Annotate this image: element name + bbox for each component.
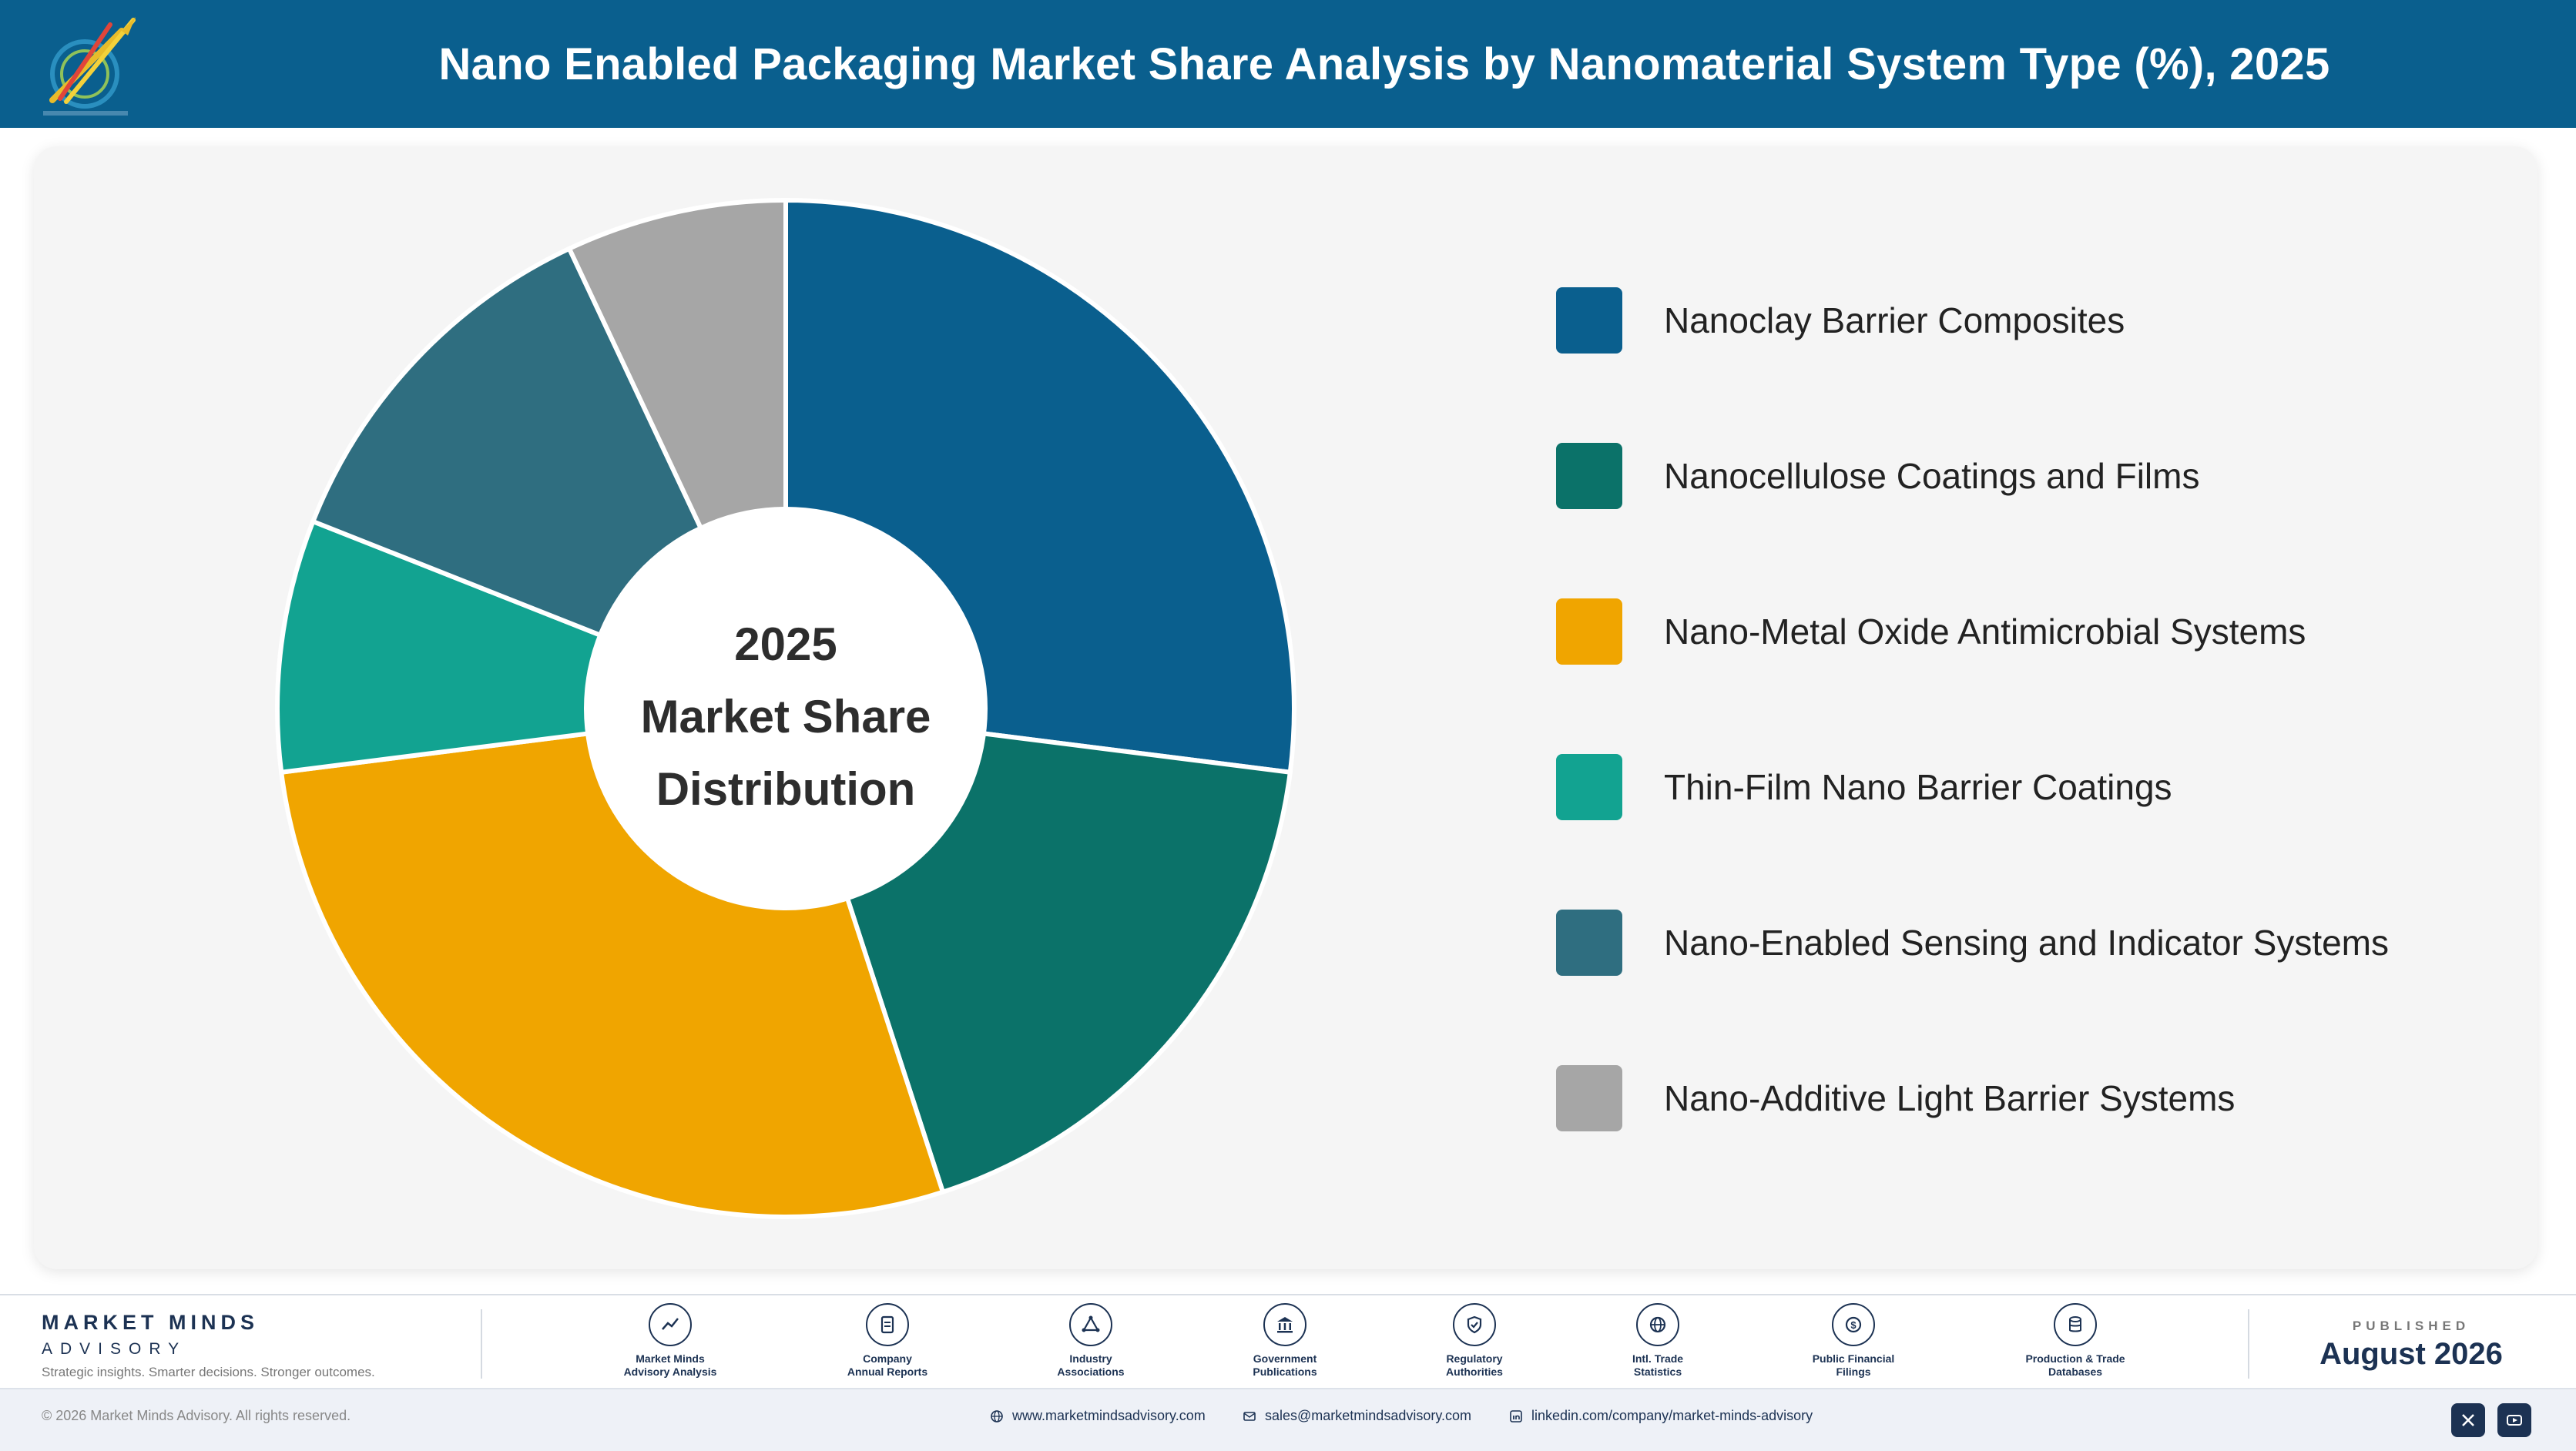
source-label-line2: Advisory Analysis	[623, 1366, 717, 1378]
document-icon	[866, 1303, 909, 1346]
source-market-minds: Market Minds Advisory Analysis	[585, 1303, 755, 1379]
source-label-line2: Authorities	[1446, 1366, 1503, 1378]
x-social-button[interactable]	[2451, 1403, 2485, 1437]
page-title: Nano Enabled Packaging Market Share Anal…	[438, 39, 2330, 89]
linkedin-text: linkedin.com/company/market-minds-adviso…	[1531, 1408, 1813, 1423]
source-label-line1: Government	[1253, 1352, 1317, 1365]
source-label-line1: Market Minds	[636, 1352, 705, 1365]
source-label-line1: Production & Trade	[2025, 1352, 2125, 1365]
source-label-line2: Publications	[1253, 1366, 1317, 1378]
source-label-line2: Annual Reports	[847, 1366, 928, 1378]
network-icon	[1069, 1303, 1112, 1346]
source-label-line2: Statistics	[1633, 1366, 1682, 1378]
header-bar: Nano Enabled Packaging Market Share Anal…	[0, 0, 2576, 128]
published-label: PUBLISHED	[2352, 1319, 2470, 1333]
legend-swatch	[1556, 1065, 1622, 1131]
legend-swatch	[1556, 443, 1622, 509]
center-label-line-3: Distribution	[656, 763, 916, 815]
email-link[interactable]: sales@marketmindsadvisory.com	[1242, 1408, 1471, 1424]
brand-subtitle: ADVISORY	[42, 1340, 187, 1358]
brand-tagline: Strategic insights. Smarter decisions. S…	[42, 1365, 375, 1379]
source-trade-databases: Production & Trade Databases	[1991, 1303, 2160, 1379]
source-label-line1: Intl. Trade	[1632, 1352, 1684, 1365]
source-label-line1: Company	[863, 1352, 912, 1365]
copyright-text: © 2026 Market Minds Advisory. All rights…	[42, 1408, 351, 1423]
email-text: sales@marketmindsadvisory.com	[1265, 1408, 1472, 1423]
legend-swatch	[1556, 910, 1622, 976]
source-label-line2: Filings	[1836, 1366, 1871, 1378]
legend-label: Nano-Enabled Sensing and Indicator Syste…	[1664, 923, 2390, 963]
footer-divider	[2248, 1309, 2249, 1379]
center-label-line-2: Market Share	[640, 691, 931, 742]
globe-icon	[1636, 1303, 1679, 1346]
source-regulatory-authorities: Regulatory Authorities	[1390, 1303, 1559, 1379]
legend-label: Nano-Metal Oxide Antimicrobial Systems	[1664, 612, 2306, 652]
source-company-reports: Company Annual Reports	[803, 1303, 972, 1379]
linkedin-link[interactable]: linkedin.com/company/market-minds-adviso…	[1508, 1408, 1813, 1424]
donut-center-label: 2025 Market Share Distribution	[593, 608, 978, 826]
donut-center-hole	[584, 507, 988, 910]
legend-label: Nano-Additive Light Barrier Systems	[1664, 1078, 2236, 1118]
legend-item: Nano-Metal Oxide Antimicrobial Systems	[1556, 598, 2306, 665]
legend-swatch	[1556, 754, 1622, 820]
globe-icon	[991, 1409, 1003, 1423]
website-link[interactable]: www.marketmindsadvisory.com	[989, 1408, 1206, 1424]
company-logo	[43, 17, 136, 116]
legend-item: Thin-Film Nano Barrier Coatings	[1556, 753, 2172, 821]
government-building-icon	[1263, 1303, 1306, 1346]
source-label-line1: Public Financial	[1812, 1352, 1895, 1365]
source-industry-associations: Industry Associations	[1006, 1303, 1176, 1379]
website-text: www.marketmindsadvisory.com	[1012, 1408, 1206, 1423]
published-date: August 2026	[2319, 1337, 2503, 1371]
youtube-social-button[interactable]	[2497, 1403, 2531, 1437]
svg-text:$: $	[1850, 1319, 1857, 1331]
brand-name: MARKET MINDS	[42, 1311, 259, 1334]
linkedin-icon	[1510, 1409, 1522, 1423]
legend-swatch	[1556, 287, 1622, 354]
source-label-line1: Regulatory	[1446, 1352, 1503, 1365]
source-trade-statistics: Intl. Trade Statistics	[1573, 1303, 1742, 1379]
bottom-bar: © 2026 Market Minds Advisory. All rights…	[0, 1388, 2576, 1451]
source-government-publications: Government Publications	[1200, 1303, 1370, 1379]
legend-swatch	[1556, 598, 1622, 665]
source-label-line2: Databases	[2048, 1366, 2103, 1378]
x-logo-icon	[2462, 1414, 2474, 1426]
center-label-line-1: 2025	[734, 618, 837, 670]
source-label-line2: Associations	[1057, 1366, 1125, 1378]
currency-icon: $	[1832, 1303, 1875, 1346]
legend-label: Nanoclay Barrier Composites	[1664, 300, 2125, 340]
database-icon	[2054, 1303, 2097, 1346]
footer-divider	[481, 1309, 482, 1379]
legend-item: Nano-Additive Light Barrier Systems	[1556, 1064, 2235, 1132]
legend-item: Nano-Enabled Sensing and Indicator Syste…	[1556, 909, 2389, 977]
legend-label: Thin-Film Nano Barrier Coatings	[1664, 767, 2172, 807]
trend-chart-icon	[649, 1303, 692, 1346]
source-label-line1: Industry	[1069, 1352, 1112, 1365]
youtube-icon	[2507, 1415, 2522, 1426]
legend-item: Nanocellulose Coatings and Films	[1556, 442, 2199, 510]
shield-check-icon	[1453, 1303, 1496, 1346]
footer: MARKET MINDS ADVISORY Strategic insights…	[0, 1294, 2576, 1389]
mail-icon	[1243, 1411, 1256, 1421]
source-financial-filings: $ Public Financial Filings	[1769, 1303, 1938, 1379]
legend-label: Nanocellulose Coatings and Films	[1664, 456, 2200, 496]
legend-item: Nanoclay Barrier Composites	[1556, 287, 2125, 354]
